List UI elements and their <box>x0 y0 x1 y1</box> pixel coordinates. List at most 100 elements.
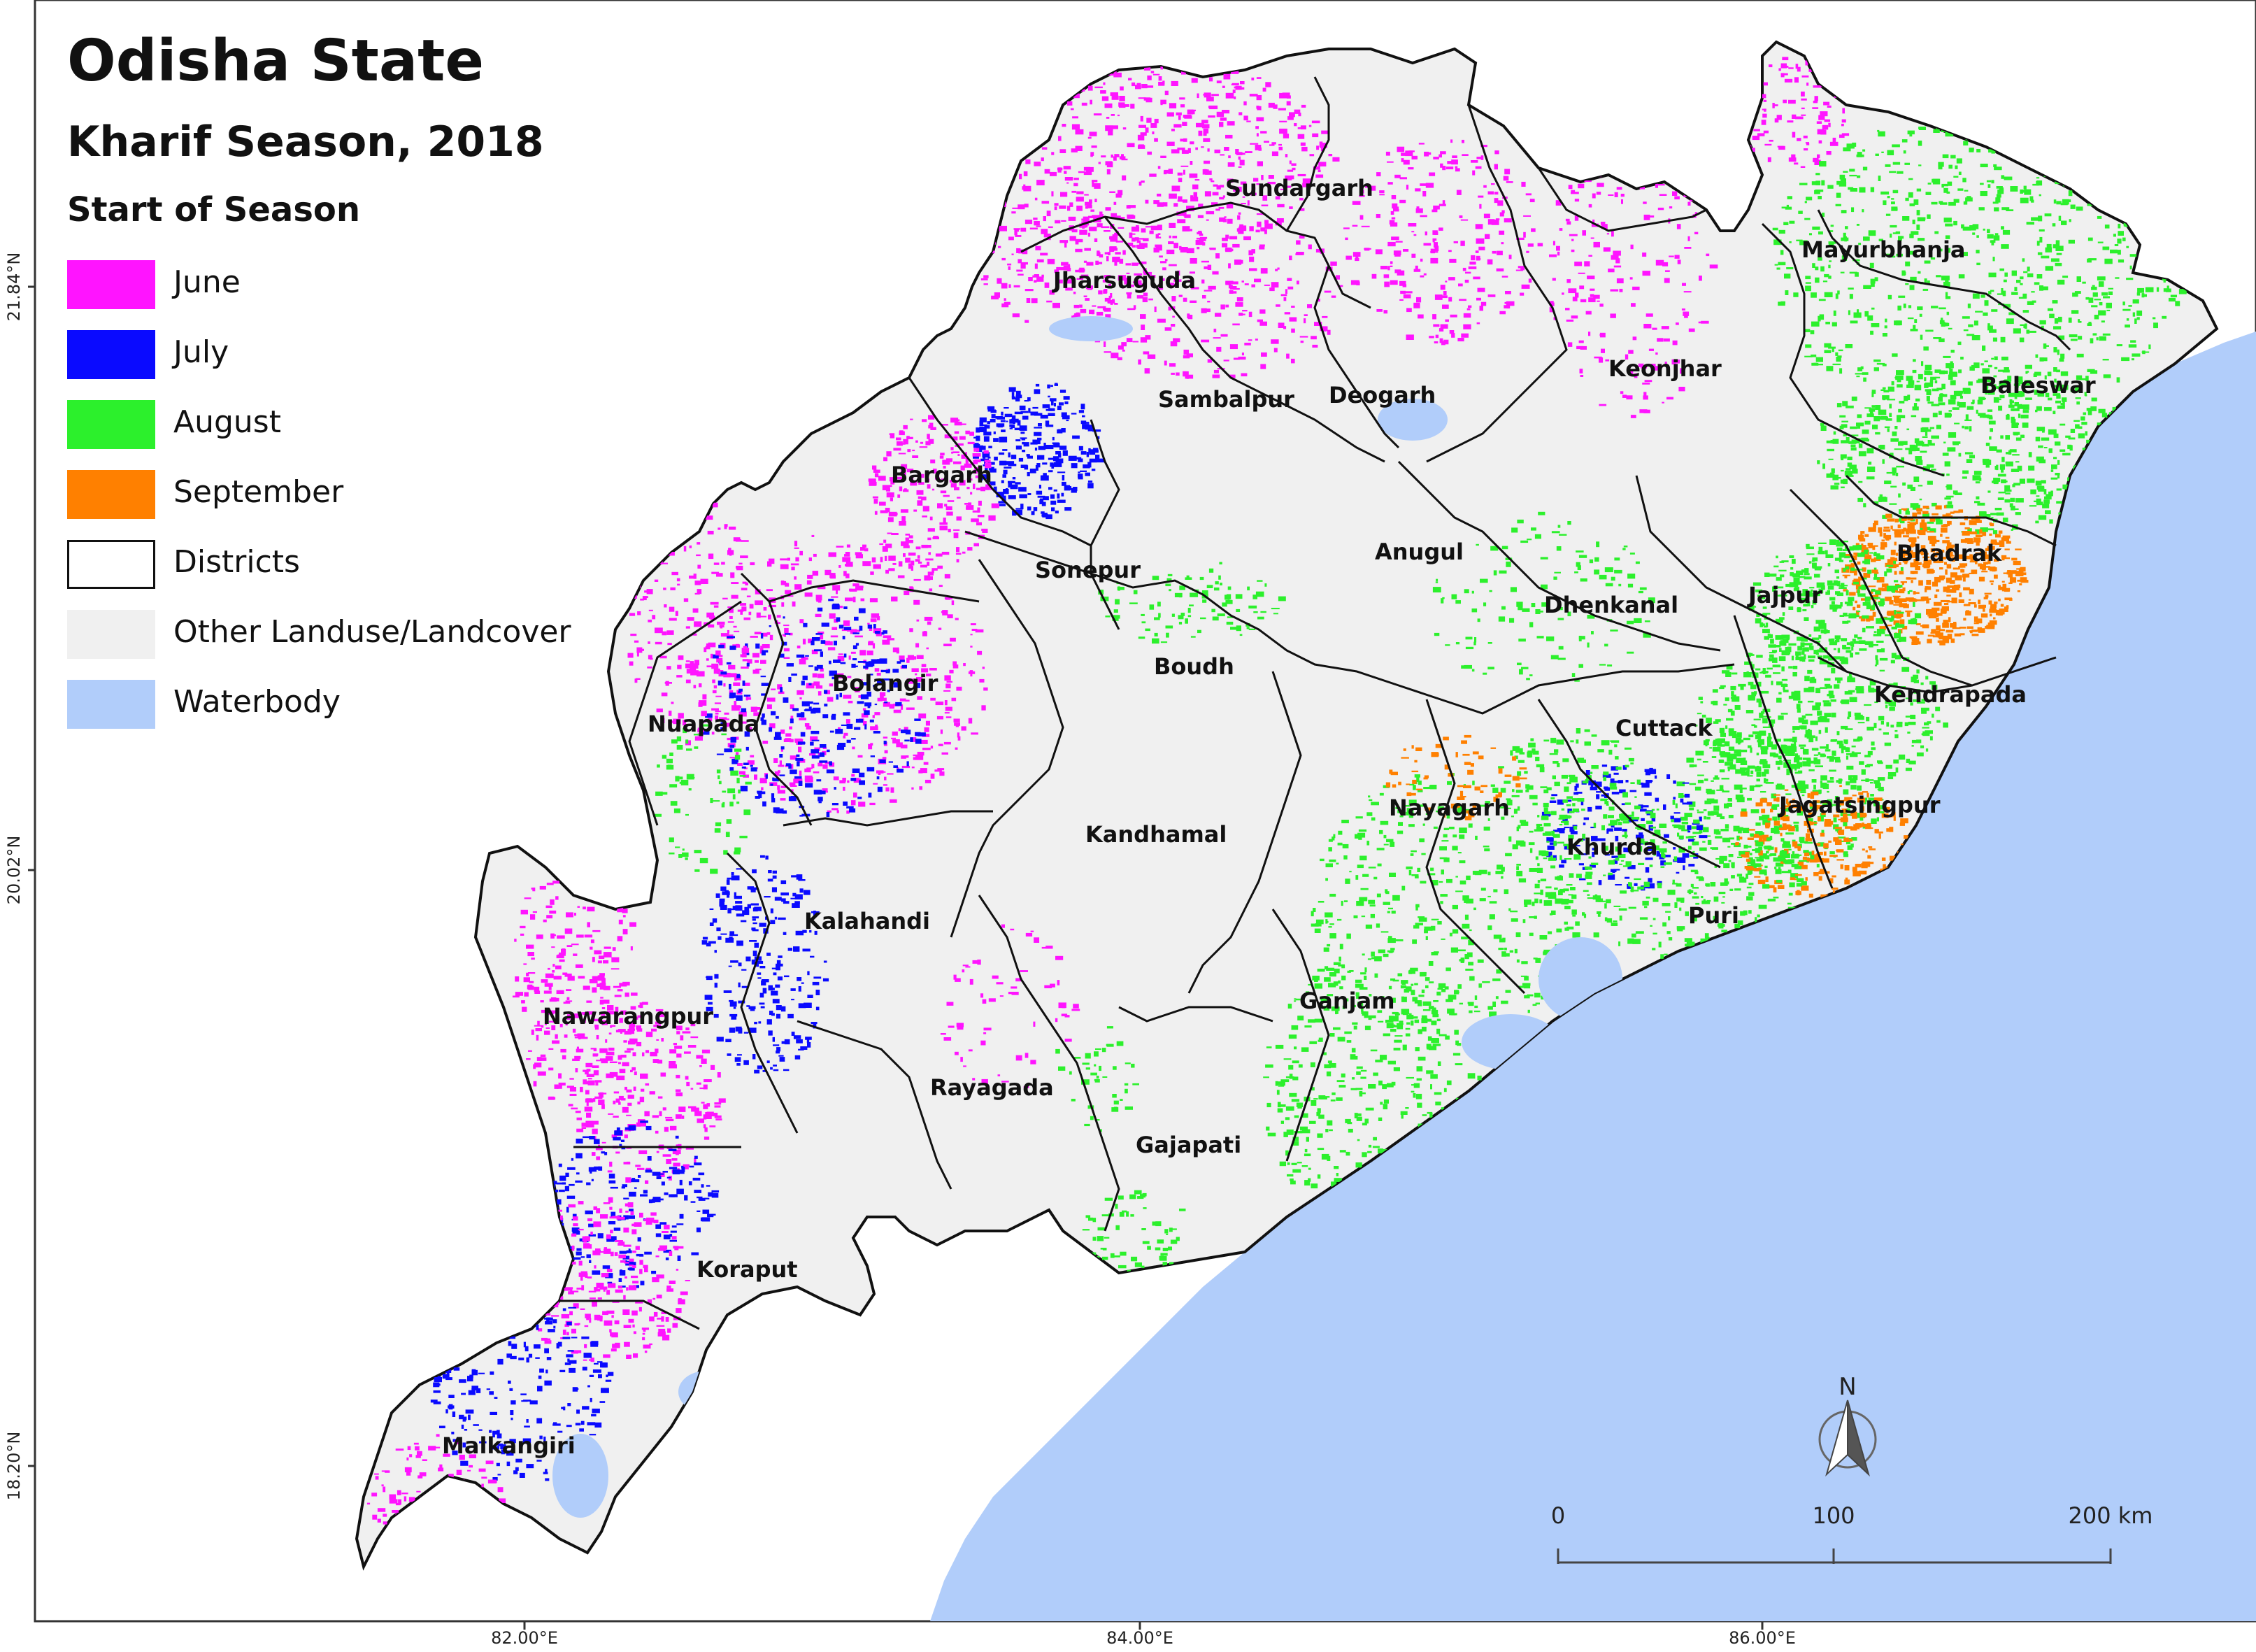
crop-speckle-june <box>1001 257 1006 261</box>
crop-speckle-july <box>479 1441 487 1444</box>
crop-speckle-june <box>676 1074 680 1078</box>
crop-speckle-june <box>1148 275 1156 278</box>
crop-speckle-june <box>955 618 959 620</box>
crop-speckle-june <box>1104 297 1111 302</box>
crop-speckle-june <box>1242 310 1248 312</box>
state-landmass <box>355 40 2219 1571</box>
crop-speckle-june <box>915 559 920 562</box>
crop-speckle-june <box>711 732 715 735</box>
crop-speckle-june <box>1566 319 1574 322</box>
crop-speckle-june <box>1111 114 1115 116</box>
crop-speckle-august <box>1968 324 1973 327</box>
crop-speckle-july <box>915 739 922 744</box>
crop-speckle-june <box>580 1308 585 1310</box>
crop-speckle-june <box>627 1102 632 1106</box>
crop-speckle-july <box>557 1341 562 1347</box>
crop-speckle-june <box>1205 170 1212 175</box>
crop-speckle-june <box>714 1115 722 1118</box>
crop-speckle-june <box>619 1018 623 1023</box>
crop-speckle-june <box>907 655 914 660</box>
crop-speckle-june <box>925 720 930 726</box>
crop-speckle-june <box>656 1274 664 1279</box>
crop-speckle-june <box>1105 314 1111 320</box>
crop-speckle-june <box>639 1269 643 1274</box>
crop-speckle-june <box>1684 313 1688 318</box>
crop-speckle-july <box>1064 401 1069 404</box>
crop-speckle-june <box>704 1115 712 1119</box>
crop-speckle-august <box>1991 150 1995 154</box>
crop-speckle-june <box>1571 192 1579 194</box>
crop-speckle-june <box>1828 122 1831 127</box>
crop-speckle-june <box>624 1341 630 1347</box>
crop-speckle-june <box>818 691 822 696</box>
crop-speckle-june <box>706 612 714 618</box>
crop-speckle-july <box>850 778 857 781</box>
crop-speckle-june <box>1495 218 1500 220</box>
crop-speckle-june <box>619 983 627 987</box>
crop-speckle-june <box>1463 324 1471 329</box>
crop-speckle-june <box>1576 346 1584 350</box>
crop-speckle-june <box>1238 226 1246 228</box>
crop-speckle-june <box>697 542 701 545</box>
crop-speckle-june <box>1136 240 1141 243</box>
crop-speckle-june <box>766 704 772 709</box>
crop-speckle-june <box>983 275 989 278</box>
crop-speckle-june <box>956 686 962 691</box>
crop-speckle-june <box>928 439 934 444</box>
crop-speckle-june <box>1343 227 1350 229</box>
crop-speckle-august <box>1991 240 1994 245</box>
crop-speckle-june <box>641 1088 645 1092</box>
crop-speckle-july <box>1083 422 1090 424</box>
crop-speckle-july <box>824 690 828 694</box>
crop-speckle-june <box>768 604 776 608</box>
crop-speckle-june <box>1142 297 1148 303</box>
crop-speckle-june <box>1085 201 1092 206</box>
crop-speckle-july <box>761 693 766 696</box>
crop-speckle-august <box>2013 383 2021 386</box>
crop-speckle-june <box>1408 167 1414 170</box>
crop-speckle-july <box>780 880 787 885</box>
crop-speckle-june <box>920 768 927 774</box>
crop-speckle-august <box>1778 262 1786 266</box>
crop-speckle-july <box>586 1182 591 1185</box>
crop-speckle-june <box>548 1096 555 1100</box>
crop-speckle-july <box>1087 480 1093 483</box>
crop-speckle-june <box>1327 329 1331 335</box>
crop-speckle-july <box>598 1166 603 1171</box>
crop-speckle-june <box>1066 101 1073 106</box>
crop-speckle-june <box>597 1316 603 1319</box>
crop-speckle-june <box>623 1244 631 1247</box>
crop-speckle-june <box>1442 200 1445 206</box>
crop-speckle-august <box>1910 276 1917 282</box>
crop-speckle-june <box>620 1260 626 1263</box>
crop-speckle-june <box>713 605 719 608</box>
crop-speckle-august <box>1903 150 1906 154</box>
crop-speckle-july <box>764 896 771 898</box>
crop-speckle-june <box>1472 170 1476 176</box>
crop-speckle-june <box>1818 140 1822 144</box>
crop-speckle-july <box>811 739 820 741</box>
crop-speckle-june <box>1171 324 1176 327</box>
crop-speckle-july <box>718 936 722 940</box>
crop-speckle-july <box>778 917 780 920</box>
crop-speckle-june <box>862 561 871 567</box>
crop-speckle-july <box>601 1151 606 1154</box>
crop-speckle-june <box>1332 157 1340 162</box>
crop-speckle-june <box>549 910 557 914</box>
crop-speckle-june <box>1176 112 1182 115</box>
crop-speckle-june <box>959 423 966 425</box>
crop-speckle-july <box>524 1346 529 1352</box>
crop-speckle-july <box>780 687 783 692</box>
crop-speckle-june <box>1320 143 1327 148</box>
crop-speckle-july <box>884 702 888 704</box>
crop-speckle-june <box>959 480 966 486</box>
crop-speckle-june <box>954 422 962 426</box>
crop-speckle-june <box>903 439 908 445</box>
crop-speckle-june <box>980 486 985 492</box>
crop-speckle-june <box>1655 259 1664 266</box>
crop-speckle-june <box>1461 333 1469 338</box>
crop-speckle-june <box>606 1290 611 1295</box>
crop-speckle-july <box>979 417 987 422</box>
crop-speckle-june <box>1227 121 1235 126</box>
crop-speckle-june <box>1075 129 1084 135</box>
